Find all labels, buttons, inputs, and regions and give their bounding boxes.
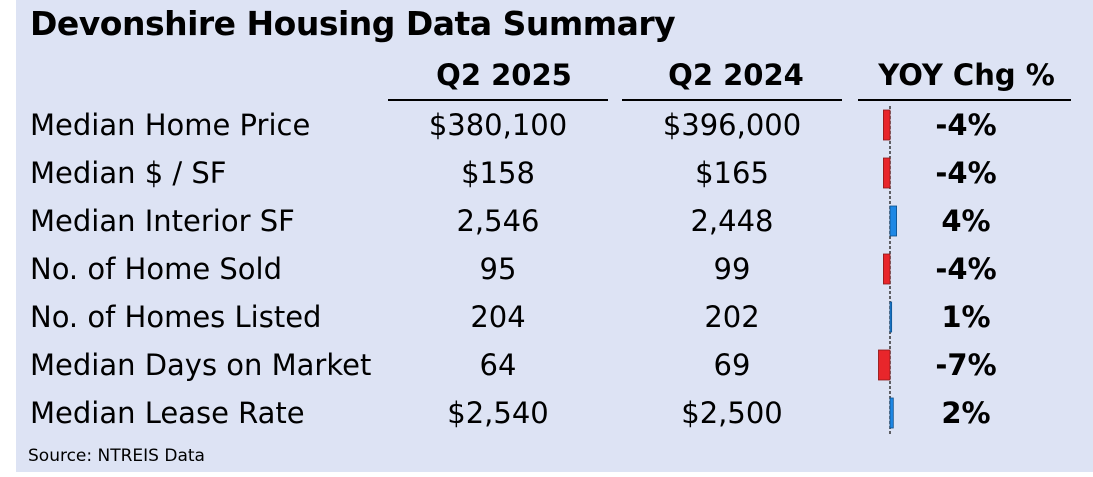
row-value-q2-2024: 99: [713, 252, 751, 286]
row-value-q2-2024: $165: [695, 156, 769, 190]
header-q2-2024: Q2 2024: [668, 58, 804, 92]
row-label: No. of Homes Listed: [30, 300, 322, 334]
row-value-q2-2024: 2,448: [690, 204, 774, 238]
yoy-bar: [878, 349, 891, 381]
chart-panel: Devonshire Housing Data Summary Q2 2025 …: [16, 0, 1093, 472]
row-value-q2-2025: 64: [479, 348, 517, 382]
row-label: Median Interior SF: [30, 204, 295, 238]
source-note: Source: NTREIS Data: [28, 446, 205, 466]
row-yoy-label: -4%: [935, 156, 997, 190]
row-value-q2-2025: 204: [470, 300, 526, 334]
row-value-q2-2025: $380,100: [428, 108, 568, 142]
row-yoy-label: 4%: [941, 204, 991, 238]
header-underline-q2-2025: [388, 99, 608, 101]
header-q2-2025: Q2 2025: [436, 58, 572, 92]
yoy-bar: [889, 301, 893, 333]
row-value-q2-2024: 69: [713, 348, 751, 382]
row-label: Median Days on Market: [30, 348, 372, 382]
yoy-bar: [889, 397, 894, 429]
row-yoy-label: -4%: [935, 252, 997, 286]
row-yoy-label: 2%: [941, 396, 991, 430]
yoy-bar-chart: [878, 106, 897, 434]
yoy-bar: [883, 109, 891, 141]
row-value-q2-2024: $2,500: [681, 396, 783, 430]
row-label: Median $ / SF: [30, 156, 227, 190]
header-underline-q2-2024: [622, 99, 842, 101]
yoy-bar: [889, 205, 897, 237]
yoy-bar: [883, 157, 891, 189]
row-label: No. of Home Sold: [30, 252, 283, 286]
row-yoy-label: -4%: [935, 108, 997, 142]
row-yoy-label: 1%: [941, 300, 991, 334]
row-yoy-label: -7%: [935, 348, 997, 382]
row-label: Median Lease Rate: [30, 396, 305, 430]
row-value-q2-2025: 95: [479, 252, 517, 286]
row-value-q2-2025: $158: [461, 156, 535, 190]
row-label: Median Home Price: [30, 108, 311, 142]
header-underline-yoy: [858, 99, 1071, 101]
row-value-q2-2024: $396,000: [662, 108, 802, 142]
row-value-q2-2025: $2,540: [447, 396, 549, 430]
row-value-q2-2025: 2,546: [456, 204, 540, 238]
chart-title: Devonshire Housing Data Summary: [30, 4, 676, 43]
header-yoy-chg: YOY Chg %: [878, 58, 1055, 92]
yoy-bar: [883, 253, 891, 285]
row-value-q2-2024: 202: [704, 300, 760, 334]
